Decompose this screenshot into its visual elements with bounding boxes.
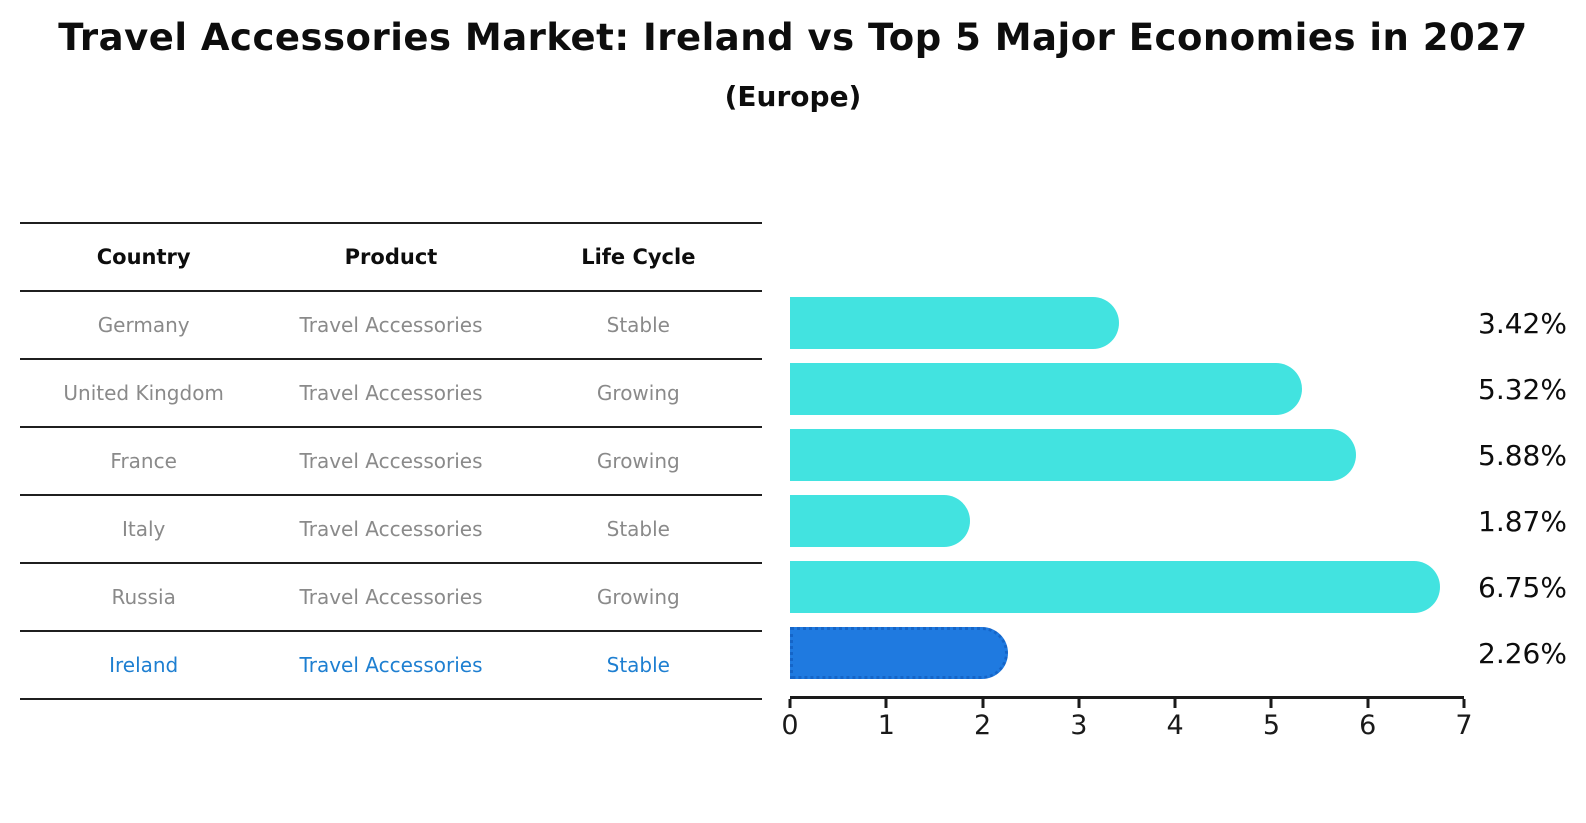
x-axis-tick xyxy=(1269,699,1273,708)
x-axis-tick xyxy=(981,699,985,708)
table-body: Germany Travel Accessories Stable United… xyxy=(20,292,762,700)
table-header-row: Country Product Life Cycle xyxy=(20,222,762,292)
value-label: 2.26% xyxy=(1478,636,1567,670)
x-axis-tick-label: 4 xyxy=(1166,710,1184,741)
table-cell-product: Travel Accessories xyxy=(299,585,483,609)
x-axis: 0 1 2 3 4 5 6 7 xyxy=(781,696,1473,746)
bar xyxy=(790,561,1440,613)
table-row: Ireland Travel Accessories Stable xyxy=(20,632,762,700)
bar xyxy=(790,297,1120,349)
table-row: Russia Travel Accessories Growing xyxy=(20,564,762,632)
bar-row xyxy=(790,290,1464,356)
x-axis-tick xyxy=(884,699,888,708)
value-label: 6.75% xyxy=(1478,570,1567,604)
table-cell-product: Travel Accessories xyxy=(299,381,483,405)
table-row: Italy Travel Accessories Stable xyxy=(20,496,762,564)
table-cell-product: Travel Accessories xyxy=(299,653,483,677)
x-axis-tick xyxy=(1077,699,1081,708)
table-row: France Travel Accessories Growing xyxy=(20,428,762,496)
table-cell-country: France xyxy=(110,449,177,473)
x-axis-tick xyxy=(1173,699,1177,708)
value-label: 5.32% xyxy=(1478,372,1567,406)
value-label: 1.87% xyxy=(1478,504,1567,538)
x-axis-tick-label: 6 xyxy=(1359,710,1377,741)
x-axis-tick-label: 0 xyxy=(781,710,799,741)
value-label: 5.88% xyxy=(1478,438,1567,472)
table-cell-product: Travel Accessories xyxy=(299,449,483,473)
table-cell-lifecycle: Growing xyxy=(596,449,680,473)
bar xyxy=(790,363,1303,415)
table-cell-lifecycle: Growing xyxy=(596,585,680,609)
table-cell-country: Russia xyxy=(111,585,176,609)
table-cell-country: Italy xyxy=(121,517,166,541)
chart-subtitle: (Europe) xyxy=(724,80,862,113)
bar xyxy=(790,495,971,547)
table-cell-lifecycle: Stable xyxy=(606,313,670,337)
table-header-country: Country xyxy=(96,245,191,269)
table-cell-lifecycle: Growing xyxy=(596,381,680,405)
x-axis-line xyxy=(790,696,1464,699)
table-cell-country: United Kingdom xyxy=(63,381,224,405)
value-label: 3.42% xyxy=(1478,306,1567,340)
bar-row xyxy=(790,488,1464,554)
x-axis-tick-label: 3 xyxy=(1070,710,1088,741)
bar-row xyxy=(790,620,1464,686)
table-cell-product: Travel Accessories xyxy=(299,313,483,337)
x-axis-tick xyxy=(1462,699,1466,708)
table-cell-lifecycle: Stable xyxy=(606,517,670,541)
bars-area xyxy=(790,290,1464,686)
value-labels-column: 3.42% 5.32% 5.88% 1.87% 6.75% 2.26% xyxy=(1478,290,1578,686)
x-axis-tick xyxy=(788,699,792,708)
table-header-product: Product xyxy=(344,245,438,269)
table-row: United Kingdom Travel Accessories Growin… xyxy=(20,360,762,428)
bar xyxy=(790,627,1008,679)
table-cell-country: Ireland xyxy=(109,653,179,677)
chart-title: Travel Accessories Market: Ireland vs To… xyxy=(58,16,1528,59)
bar xyxy=(790,429,1357,481)
x-axis-tick-label: 1 xyxy=(877,710,895,741)
x-axis-tick-label: 5 xyxy=(1262,710,1281,741)
x-axis-tick-label: 7 xyxy=(1455,710,1473,741)
table-row: Germany Travel Accessories Stable xyxy=(20,292,762,360)
table-cell-country: Germany xyxy=(97,313,190,337)
table-cell-product: Travel Accessories xyxy=(299,517,483,541)
table-header-lifecycle: Life Cycle xyxy=(581,245,696,269)
bar-row xyxy=(790,422,1464,488)
bar-row xyxy=(790,356,1464,422)
bar-row xyxy=(790,554,1464,620)
comparison-table: Country Product Life Cycle Germany Trave… xyxy=(20,222,762,700)
x-axis-tick xyxy=(1366,699,1370,708)
table-cell-lifecycle: Stable xyxy=(606,653,670,677)
x-axis-tick-label: 2 xyxy=(973,710,992,741)
